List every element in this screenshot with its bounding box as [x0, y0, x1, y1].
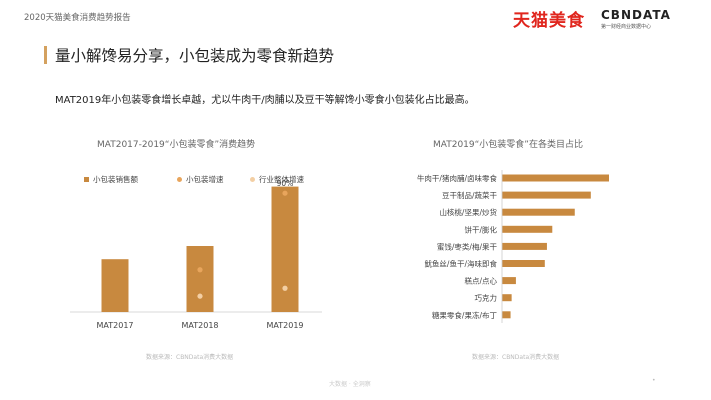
cbn-logo-subtitle: 第一财经商业数据中心	[601, 24, 652, 30]
cbn-logo: CBNDATA 第一财经商业数据中心	[601, 8, 691, 30]
tmall-logo: 天猫美食	[513, 11, 585, 31]
category-bar-2	[502, 191, 591, 199]
category-label-8: 巧克力	[475, 293, 498, 303]
right-data-source: 数据来源：CBNData消费大数据	[472, 354, 560, 361]
category-bar-4	[502, 225, 553, 233]
x-tick-mat2017: MAT2017	[97, 321, 134, 330]
cbn-logo-word: CBNDATA	[601, 8, 671, 22]
legend-industry-dot	[250, 177, 255, 182]
footer-text: 大数据 · 全洞察	[329, 381, 371, 388]
category-label-5: 蜜饯/枣类/梅/果干	[437, 241, 498, 251]
category-label-2: 豆干制品/蔬菜干	[442, 190, 498, 200]
category-label-6: 鱿鱼丝/鱼干/海味即食	[424, 259, 497, 269]
page-marker: •	[652, 377, 656, 384]
sales-bar-mat2019	[271, 186, 299, 312]
category-bar-6	[502, 260, 545, 267]
legend-industry-label: 行业整体增速	[259, 175, 304, 184]
legend-growth-label: 小包装增速	[186, 175, 224, 184]
industry-dot-mat2018	[197, 293, 203, 299]
growth-dot-mat2019	[282, 190, 288, 196]
x-tick-mat2018: MAT2018	[182, 321, 219, 330]
x-tick-mat2019: MAT2019	[267, 321, 304, 330]
report-label: 2020天猫美食消费趋势报告	[24, 13, 131, 23]
category-label-9: 糖果零食/果冻/布丁	[432, 310, 498, 320]
category-bar-7	[502, 277, 516, 285]
legend-sales-swatch	[84, 177, 89, 182]
slide-title: 量小解馋易分享，小包装成为零食新趋势	[55, 47, 335, 65]
data-label-mat2019: 90%	[277, 179, 294, 188]
title-accent-bar	[44, 46, 47, 64]
industry-dot-mat2019	[282, 285, 288, 291]
legend-sales-label: 小包装销售额	[93, 175, 138, 184]
summary-text: MAT2019年小包装零食增长卓越，尤以牛肉干/肉脯以及豆干等解馋小零食小包装化…	[55, 95, 475, 106]
right-chart-title: MAT2019“小包装零食”在各类目占比	[433, 140, 583, 150]
sales-bar-mat2017	[101, 259, 129, 312]
growth-dot-mat2018	[197, 267, 203, 273]
category-bar-8	[502, 294, 512, 302]
legend-industry: 行业整体增速	[250, 174, 304, 185]
legend-growth-dot	[177, 177, 182, 182]
sales-bar-mat2018	[186, 246, 214, 312]
legend-sales: 小包装销售额	[84, 174, 138, 185]
left-data-source: 数据来源：CBNData消费大数据	[146, 354, 234, 361]
category-label-1: 牛肉干/猪肉脯/卤味零食	[417, 173, 498, 183]
category-bar-1	[502, 174, 609, 182]
legend-growth: 小包装增速	[177, 174, 224, 185]
category-bar-5	[502, 242, 547, 250]
category-label-4: 饼干/膨化	[464, 224, 497, 234]
category-label-7: 糕点/点心	[464, 276, 497, 286]
category-bar-9	[502, 311, 511, 319]
category-label-3: 山核桃/坚果/炒货	[439, 207, 497, 217]
left-chart-title: MAT2017-2019“小包装零食”消费趋势	[97, 140, 256, 150]
category-bar-3	[502, 208, 575, 216]
